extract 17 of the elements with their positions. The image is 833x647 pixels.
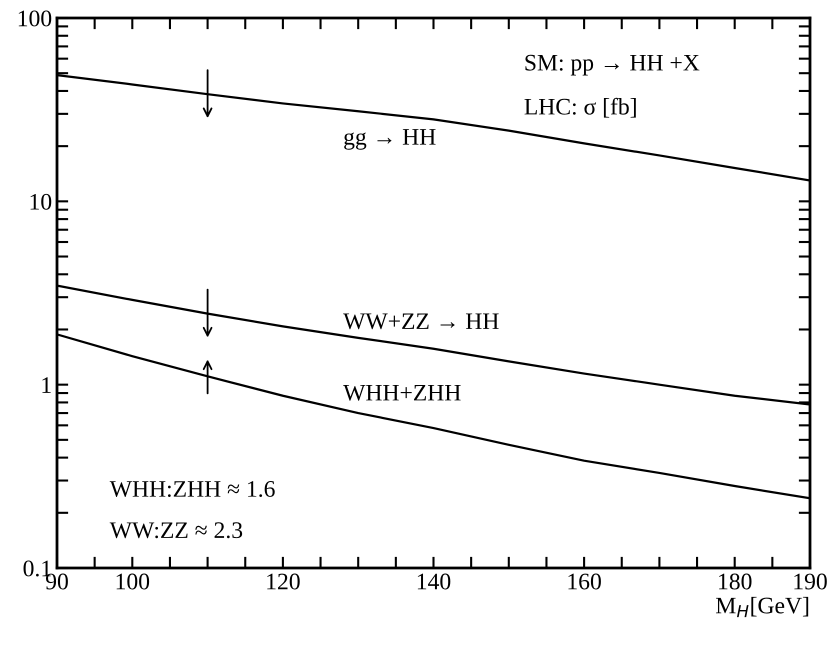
- series-label: WHH+ZHH: [343, 384, 461, 401]
- series-label: WW+ZZ → HH: [343, 313, 499, 330]
- x-tick-label: 140: [418, 574, 450, 590]
- y-tick-label: 1: [42, 377, 51, 393]
- x-tick-label: 160: [568, 574, 601, 590]
- y-tick-label: 100: [18, 10, 52, 26]
- series-label: gg → HH: [344, 129, 436, 150]
- x-tick-label: 180: [719, 574, 752, 590]
- x-tick-label: 190: [794, 574, 827, 590]
- annotation: WW:ZZ ≈ 2.3: [110, 522, 242, 538]
- x-axis-title: M$_{H}$[GeV]: [716, 596, 808, 618]
- x-tick-label: 120: [267, 574, 300, 590]
- x-tick-label: 100: [116, 574, 150, 590]
- annotation: WHH:ZHH ≈ 1.6: [110, 481, 275, 498]
- annotation: LHC: σ [fb]: [524, 98, 636, 118]
- annotation: SM: pp → HH +X: [525, 54, 700, 76]
- y-tick-label: 10: [30, 194, 52, 210]
